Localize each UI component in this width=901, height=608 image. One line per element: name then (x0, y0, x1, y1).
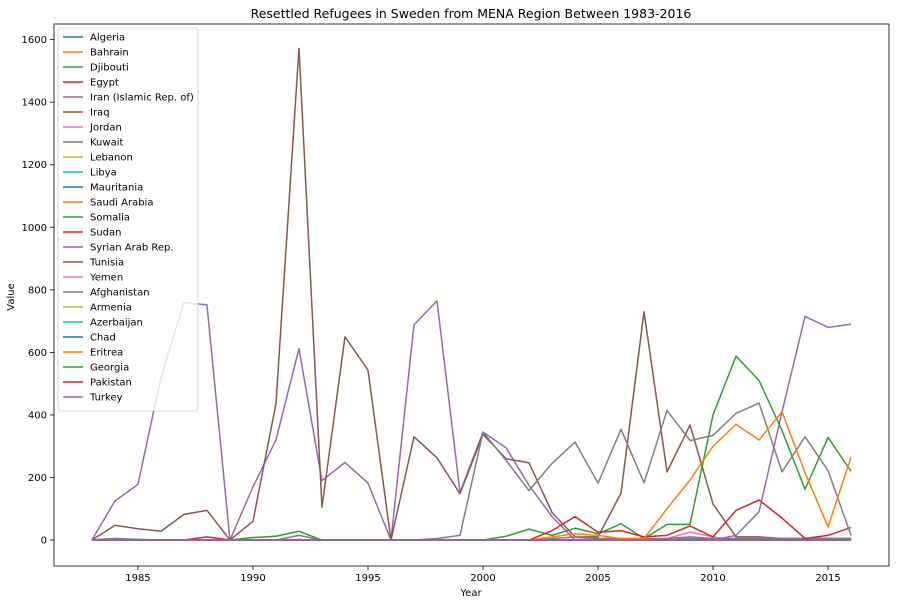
legend-label-15: Tunisia (89, 258, 124, 269)
legend-label-24: Turkey (89, 393, 123, 404)
axes-frame (53, 23, 890, 567)
legend-label-8: Lebanon (90, 153, 133, 164)
plot-area (91, 47, 852, 541)
legend-label-14: Syrian Arab Rep. (90, 243, 174, 254)
legend-label-22: Georgia (90, 363, 129, 374)
legend-label-10: Mauritania (90, 183, 143, 194)
y-tick-label-3: 600 (28, 348, 47, 359)
legend-label-3: Egypt (90, 78, 119, 89)
x-tick-label-3: 2000 (470, 573, 495, 584)
chart-title: Resettled Refugees in Sweden from MENA R… (251, 6, 692, 21)
legend-label-18: Armenia (90, 303, 132, 314)
y-tick-label-4: 800 (28, 285, 47, 296)
legend-label-6: Jordan (89, 123, 122, 134)
y-tick-label-7: 1400 (22, 98, 47, 109)
x-tick-label-1: 1990 (240, 573, 265, 584)
legend-label-21: Eritrea (90, 348, 123, 359)
axes: 1985 1990 1995 2000 2005 2010 2015 0 200 400 600 80… (22, 23, 890, 584)
legend-label-19: Azerbaijan (90, 318, 143, 329)
y-axis-label: Value (6, 283, 17, 310)
x-tick-label-4: 2005 (585, 573, 610, 584)
y-tick-label-0: 0 (41, 536, 47, 547)
legend-label-11: Saudi Arabia (90, 198, 153, 209)
series-line-5 (91, 47, 852, 541)
x-tick-label-2: 1995 (355, 573, 380, 584)
x-tick-label-5: 2010 (700, 573, 725, 584)
legend-box (57, 27, 199, 412)
legend-label-23: Pakistan (90, 378, 132, 389)
legend-label-4: Iran (Islamic Rep. of) (90, 93, 194, 104)
y-tick-label-6: 1200 (22, 160, 47, 171)
legend-label-12: Somalia (90, 213, 130, 224)
legend-label-13: Sudan (90, 228, 122, 239)
y-tick-label-2: 400 (28, 410, 47, 421)
legend-label-16: Yemen (89, 273, 123, 284)
legend-label-5: Iraq (90, 108, 110, 119)
legend-label-17: Afghanistan (90, 288, 150, 299)
x-tick-label-0: 1985 (125, 573, 150, 584)
legend-label-9: Libya (90, 168, 117, 179)
y-tick-label-5: 1000 (22, 223, 47, 234)
legend-label-2: Djibouti (90, 63, 129, 74)
legend-label-20: Chad (90, 333, 116, 344)
y-tick-label-8: 1600 (22, 35, 47, 46)
legend-label-7: Kuwait (90, 138, 123, 149)
x-axis-label: Year (459, 588, 482, 599)
legend: Algeria Bahrain Djibouti Egypt Iran (Islamic… (57, 27, 199, 412)
x-tick-label-6: 2015 (815, 573, 840, 584)
legend-label-0: Algeria (90, 33, 125, 44)
legend-label-1: Bahrain (90, 48, 129, 59)
y-tick-label-1: 200 (28, 473, 47, 484)
